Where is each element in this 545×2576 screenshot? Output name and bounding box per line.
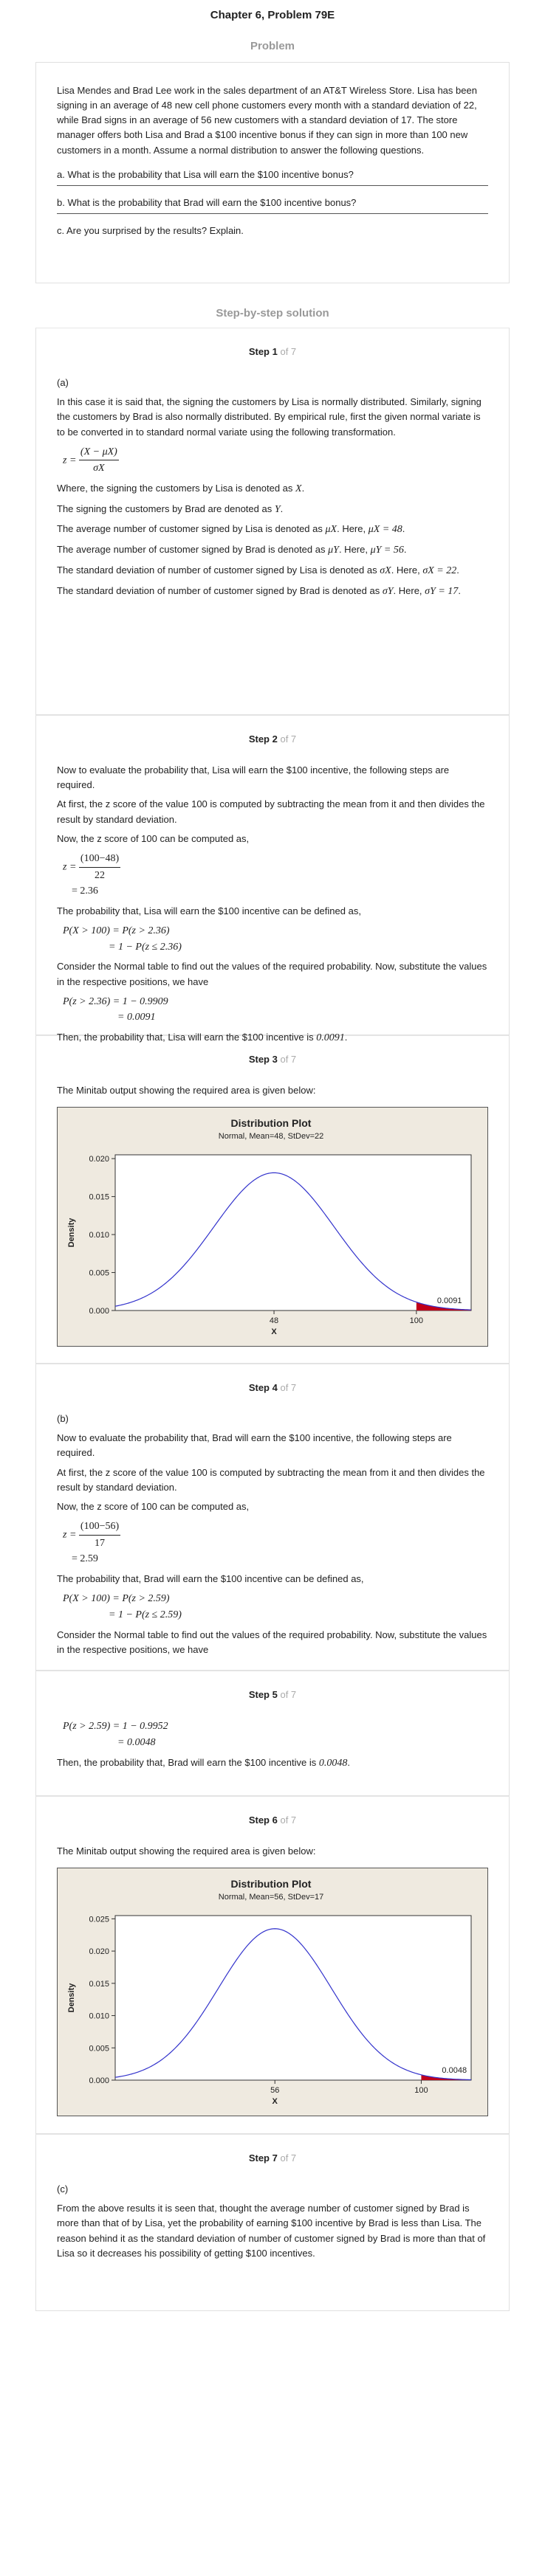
answer-value: 0.0048: [318, 1757, 348, 1769]
distribution-plot-lisa: Distribution Plot Normal, Mean=48, StDev=…: [57, 1107, 488, 1347]
shaded-tail-area: [416, 1302, 471, 1311]
plot-subtitle: Normal, Mean=56, StDev=17: [219, 1893, 323, 1902]
plot-title: Distribution Plot: [231, 1878, 312, 1890]
y-tick-label: 0.010: [89, 1231, 109, 1240]
problem-text: Lisa Mendes and Brad Lee work in the sal…: [57, 85, 477, 156]
definition-line: The signing the customers by Brad are de…: [57, 503, 284, 515]
step-paragraph: Now, the z score of 100 can be computed …: [57, 832, 250, 844]
x-tick-label: 48: [270, 1316, 278, 1325]
plot-svg: Distribution Plot Normal, Mean=56, StDev=…: [67, 1878, 472, 2106]
step-paragraph: Consider the Normal table to find out th…: [57, 961, 487, 987]
step-title: Step 7 of 7: [248, 2152, 297, 2164]
y-tick-label: 0.000: [89, 1307, 109, 1316]
step-title: Step 1 of 7: [248, 346, 297, 357]
plot-area: [114, 1154, 472, 1311]
plot-subtitle: Normal, Mean=48, StDev=22: [219, 1132, 323, 1141]
step-paragraph: In this case it is said that, the signin…: [57, 396, 481, 438]
probability-result: P(z > 2.36) = 1 − 0.9909 = 0.0091: [63, 995, 168, 1023]
y-tick-label: 0.000: [89, 2076, 109, 2085]
step-paragraph: The probability that, Brad will earn the…: [57, 1573, 364, 1585]
x-axis-label: X: [271, 1327, 277, 1336]
step-6: Step 6 of 7 The Minitab output showing t…: [35, 1796, 510, 2134]
y-tick-label: 0.020: [89, 1155, 109, 1164]
y-tick-label: 0.025: [89, 1916, 109, 1924]
definition-line: Where, the signing the customers by Lisa…: [57, 483, 305, 495]
step-1: Step 1 of 7 (a) In this case it is said …: [35, 328, 510, 715]
question-a: a. What is the probability that Lisa wil…: [57, 164, 488, 186]
x-tick-label: 100: [410, 1316, 423, 1325]
step-paragraph: The Minitab output showing the required …: [57, 1085, 316, 1097]
y-axis-label: Density: [67, 1983, 76, 2013]
x-tick-label: 100: [414, 2086, 428, 2095]
plot-svg: Distribution Plot Normal, Mean=48, StDev=…: [67, 1117, 472, 1336]
step-3: Step 3 of 7 The Minitab output showing t…: [35, 1035, 510, 1364]
page-title: Chapter 6, Problem 79E: [210, 9, 335, 21]
step-paragraph: Now, the z score of 100 can be computed …: [57, 1500, 250, 1512]
step-title: Step 4 of 7: [248, 1382, 297, 1393]
answer-line: Then, the probability that, Lisa will ea…: [57, 1032, 348, 1044]
part-label: (a): [57, 377, 69, 389]
plot-area: [114, 1915, 472, 2081]
definition-line: The average number of customer signed by…: [57, 523, 405, 536]
step-4: Step 4 of 7 (b) Now to evaluate the prob…: [35, 1364, 510, 1671]
step-paragraph: The probability that, Lisa will earn the…: [57, 905, 361, 916]
step-7: Step 7 of 7 (c) From the above results i…: [35, 2134, 510, 2311]
answer-line: Then, the probability that, Brad will ea…: [57, 1756, 350, 1769]
y-tick-label: 0.015: [89, 1193, 109, 1202]
part-label: (b): [57, 1413, 69, 1425]
z-formula: z = (X − μX) σX: [63, 444, 488, 477]
part-label: (c): [57, 2183, 69, 2195]
z-computation: z = (100−48) 22 = 2.36: [63, 851, 488, 899]
step-paragraph: Now to evaluate the probability that, Br…: [57, 1432, 452, 1459]
problem-heading: Problem: [250, 40, 295, 52]
y-tick-label: 0.005: [89, 1269, 109, 1278]
shaded-tail-area: [421, 2075, 471, 2081]
x-tick-label: 56: [270, 2086, 279, 2095]
y-tick-label: 0.020: [89, 1947, 109, 1956]
x-axis-label: X: [272, 2097, 278, 2106]
y-tick-label: 0.015: [89, 1980, 109, 1989]
distribution-plot-brad: Distribution Plot Normal, Mean=56, StDev=…: [57, 1868, 488, 2117]
step-paragraph: At first, the z score of the value 100 i…: [57, 1466, 485, 1493]
density-curve: [114, 1928, 472, 2081]
step-2: Step 2 of 7 Now to evaluate the probabil…: [35, 715, 510, 1043]
plot-title: Distribution Plot: [231, 1117, 312, 1129]
density-curve: [114, 1173, 472, 1311]
question-c: c. Are you surprised by the results? Exp…: [57, 224, 244, 236]
step-title: Step 3 of 7: [248, 1054, 297, 1065]
page: Chapter 6, Problem 79E Problem Lisa Mend…: [35, 9, 510, 2311]
question-b: b. What is the probability that Brad wil…: [57, 192, 488, 214]
tail-probability-label: 0.0048: [442, 2066, 467, 2075]
y-tick-label: 0.010: [89, 2012, 109, 2021]
definition-line: The standard deviation of number of cust…: [57, 564, 459, 576]
y-tick-label: 0.005: [89, 2045, 109, 2054]
z-computation: z = (100−56) 17 = 2.59: [63, 1519, 488, 1567]
problem-card: Lisa Mendes and Brad Lee work in the sal…: [35, 62, 510, 283]
definition-line: The average number of customer signed by…: [57, 544, 407, 556]
step-paragraph: The Minitab output showing the required …: [57, 1845, 316, 1857]
step-title: Step 2 of 7: [248, 733, 297, 745]
step-paragraph: Consider the Normal table to find out th…: [57, 1629, 487, 1655]
step-paragraph: From the above results it is seen that, …: [57, 2203, 486, 2259]
y-axis-label: Density: [67, 1218, 76, 1248]
answer-value: 0.0091: [316, 1032, 345, 1044]
tail-probability-label: 0.0091: [437, 1296, 462, 1305]
step-title: Step 6 of 7: [248, 1814, 297, 1826]
solution-heading: Step-by-step solution: [216, 307, 329, 320]
step-title: Step 5 of 7: [248, 1689, 297, 1700]
probability-result: P(z > 2.59) = 1 − 0.9952 = 0.0048: [63, 1721, 168, 1748]
step-paragraph: Now to evaluate the probability that, Li…: [57, 764, 450, 791]
step-paragraph: At first, the z score of the value 100 i…: [57, 798, 485, 825]
probability-expression: P(X > 100) = P(z > 2.59) = 1 − P(z ≤ 2.5…: [63, 1593, 182, 1620]
definition-line: The standard deviation of number of cust…: [57, 584, 461, 597]
step-5: Step 5 of 7 P(z > 2.59) = 1 − 0.9952 = 0…: [35, 1671, 510, 1796]
probability-expression: P(X > 100) = P(z > 2.36) = 1 − P(z ≤ 2.3…: [63, 925, 182, 953]
